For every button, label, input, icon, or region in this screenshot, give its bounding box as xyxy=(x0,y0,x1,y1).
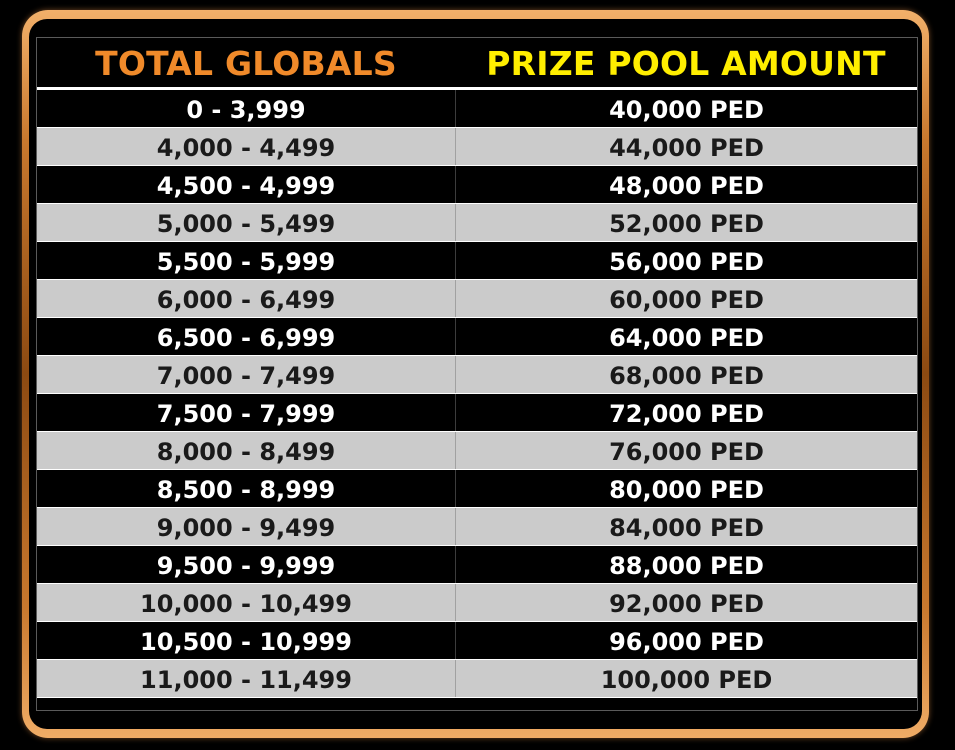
prize-cell: 60,000 PED xyxy=(455,280,917,317)
globals-value: 10,000 - 10,499 xyxy=(140,589,352,618)
table-row: 8,000 - 8,499 76,000 PED xyxy=(37,432,917,470)
globals-value: 5,000 - 5,499 xyxy=(156,209,336,238)
globals-value: 10,500 - 10,999 xyxy=(140,627,352,656)
prize-value: 56,000 PED xyxy=(609,247,764,276)
globals-value: 8,500 - 8,999 xyxy=(156,475,336,504)
prize-value: 48,000 PED xyxy=(609,171,764,200)
table-row: 11,000 - 11,499 100,000 PED xyxy=(37,660,917,698)
table-row: 9,000 - 9,499 84,000 PED xyxy=(37,508,917,546)
table-body: 0 - 3,999 40,000 PED 4,000 - 4,499 44,00… xyxy=(37,90,917,698)
globals-value: 11,000 - 11,499 xyxy=(140,665,352,694)
prize-value: 92,000 PED xyxy=(609,589,764,618)
prize-cell: 40,000 PED xyxy=(455,90,917,127)
prize-value: 68,000 PED xyxy=(609,361,764,390)
globals-cell: 8,500 - 8,999 xyxy=(37,470,455,507)
globals-value: 6,000 - 6,499 xyxy=(156,285,336,314)
table-row: 4,500 - 4,999 48,000 PED xyxy=(37,166,917,204)
table-row: 9,500 - 9,999 88,000 PED xyxy=(37,546,917,584)
table-row: 5,000 - 5,499 52,000 PED xyxy=(37,204,917,242)
prize-value: 60,000 PED xyxy=(609,285,764,314)
prize-value: 44,000 PED xyxy=(609,133,764,162)
globals-cell: 7,500 - 7,999 xyxy=(37,394,455,431)
prize-cell: 88,000 PED xyxy=(455,546,917,583)
table-row: 7,000 - 7,499 68,000 PED xyxy=(37,356,917,394)
globals-cell: 10,500 - 10,999 xyxy=(37,622,455,659)
globals-cell: 6,000 - 6,499 xyxy=(37,280,455,317)
prize-cell: 100,000 PED xyxy=(455,660,917,697)
prize-value: 76,000 PED xyxy=(609,437,764,466)
prize-value: 84,000 PED xyxy=(609,513,764,542)
prize-cell: 84,000 PED xyxy=(455,508,917,545)
prize-cell: 48,000 PED xyxy=(455,166,917,203)
prize-cell: 72,000 PED xyxy=(455,394,917,431)
prize-cell: 80,000 PED xyxy=(455,470,917,507)
globals-cell: 5,500 - 5,999 xyxy=(37,242,455,279)
table-row: 6,000 - 6,499 60,000 PED xyxy=(37,280,917,318)
globals-cell: 7,000 - 7,499 xyxy=(37,356,455,393)
table-row: 0 - 3,999 40,000 PED xyxy=(37,90,917,128)
header-total-globals: TOTAL GLOBALS xyxy=(95,43,397,83)
globals-value: 4,500 - 4,999 xyxy=(156,171,336,200)
globals-cell: 11,000 - 11,499 xyxy=(37,660,455,697)
globals-cell: 4,000 - 4,499 xyxy=(37,128,455,165)
prize-value: 52,000 PED xyxy=(609,209,764,238)
globals-cell: 10,000 - 10,499 xyxy=(37,584,455,621)
prize-cell: 44,000 PED xyxy=(455,128,917,165)
prize-cell: 76,000 PED xyxy=(455,432,917,469)
prize-value: 80,000 PED xyxy=(609,475,764,504)
globals-cell: 5,000 - 5,499 xyxy=(37,204,455,241)
header-prize-pool-amount: PRIZE POOL AMOUNT xyxy=(486,43,886,83)
globals-cell: 6,500 - 6,999 xyxy=(37,318,455,355)
globals-value: 7,500 - 7,999 xyxy=(156,399,336,428)
globals-cell: 9,500 - 9,999 xyxy=(37,546,455,583)
table-row: 10,000 - 10,499 92,000 PED xyxy=(37,584,917,622)
globals-value: 6,500 - 6,999 xyxy=(156,323,336,352)
prize-pool-table: TOTAL GLOBALS PRIZE POOL AMOUNT 0 - 3,99… xyxy=(36,37,918,711)
prize-value: 96,000 PED xyxy=(609,627,764,656)
header-divider xyxy=(37,87,917,90)
prize-value: 64,000 PED xyxy=(609,323,764,352)
globals-value: 9,000 - 9,499 xyxy=(156,513,336,542)
globals-cell: 8,000 - 8,499 xyxy=(37,432,455,469)
table-row: 4,000 - 4,499 44,000 PED xyxy=(37,128,917,166)
globals-value: 4,000 - 4,499 xyxy=(156,133,336,162)
prize-cell: 92,000 PED xyxy=(455,584,917,621)
table-row: 6,500 - 6,999 64,000 PED xyxy=(37,318,917,356)
globals-cell: 4,500 - 4,999 xyxy=(37,166,455,203)
globals-cell: 9,000 - 9,499 xyxy=(37,508,455,545)
prize-cell: 68,000 PED xyxy=(455,356,917,393)
prize-value: 40,000 PED xyxy=(609,95,764,124)
globals-value: 9,500 - 9,999 xyxy=(156,551,336,580)
prize-cell: 56,000 PED xyxy=(455,242,917,279)
globals-value: 0 - 3,999 xyxy=(186,95,306,124)
globals-cell: 0 - 3,999 xyxy=(37,90,455,127)
globals-value: 7,000 - 7,499 xyxy=(156,361,336,390)
prize-value: 72,000 PED xyxy=(609,399,764,428)
table-row: 8,500 - 8,999 80,000 PED xyxy=(37,470,917,508)
table-row: 5,500 - 5,999 56,000 PED xyxy=(37,242,917,280)
prize-value: 88,000 PED xyxy=(609,551,764,580)
prize-value: 100,000 PED xyxy=(600,665,773,694)
table-row: 10,500 - 10,999 96,000 PED xyxy=(37,622,917,660)
prize-cell: 64,000 PED xyxy=(455,318,917,355)
table-header: TOTAL GLOBALS PRIZE POOL AMOUNT xyxy=(37,38,917,88)
globals-value: 8,000 - 8,499 xyxy=(156,437,336,466)
table-row: 7,500 - 7,999 72,000 PED xyxy=(37,394,917,432)
globals-value: 5,500 - 5,999 xyxy=(156,247,336,276)
prize-cell: 52,000 PED xyxy=(455,204,917,241)
prize-cell: 96,000 PED xyxy=(455,622,917,659)
